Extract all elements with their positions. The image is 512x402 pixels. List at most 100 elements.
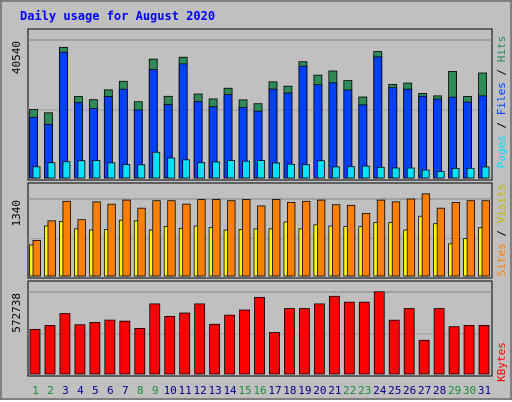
x-tick-label: 17: [268, 384, 281, 397]
bar-pages: [122, 164, 131, 179]
bar-kbytes: [284, 308, 295, 375]
bar-kbytes: [104, 319, 116, 375]
bar-kbytes: [433, 308, 445, 375]
bar-sites: [122, 199, 131, 277]
x-tick-label: 4: [77, 384, 84, 397]
legend-label: Pages: [495, 135, 508, 168]
legend-label: Hits: [495, 36, 508, 63]
bar-sites: [376, 199, 386, 277]
x-tick-label: 27: [418, 384, 431, 397]
bar-files: [403, 88, 413, 179]
bar-files: [328, 82, 338, 179]
bar-files: [298, 65, 308, 179]
bar-files: [478, 95, 487, 179]
x-tick-label: 21: [328, 384, 341, 397]
bar-pages: [32, 166, 41, 179]
legend-label: Sites: [495, 243, 508, 276]
bar-kbytes: [403, 308, 415, 375]
bar-sites: [227, 200, 236, 277]
bar-files: [373, 56, 383, 179]
bar-pages: [376, 166, 385, 179]
bar-sites: [451, 202, 460, 277]
x-tick-label: 26: [403, 384, 416, 397]
bar-pages: [316, 160, 325, 179]
bar-sites: [242, 199, 251, 277]
bar-sites: [287, 202, 296, 277]
x-tick-label: 18: [283, 384, 296, 397]
bar-sites: [182, 203, 191, 277]
bar-sites: [197, 199, 206, 277]
legend-hits-panel: Pages / Files / Hits: [495, 36, 508, 169]
bar-kbytes: [358, 301, 370, 375]
bar-sites: [257, 205, 266, 277]
x-tick-label: 22: [343, 384, 356, 397]
bar-sites: [481, 200, 490, 277]
x-tick-label: 31: [478, 384, 491, 397]
x-tick-label: 2: [47, 384, 54, 397]
bar-kbytes: [418, 339, 430, 375]
bar-pages: [361, 165, 370, 179]
bar-sites: [391, 201, 401, 277]
bar-kbytes: [463, 325, 475, 375]
legend-visits-panel: Sites / Visits: [495, 184, 508, 277]
bar-pages: [167, 157, 176, 179]
legend-separator: /: [495, 223, 508, 243]
bar-pages: [242, 160, 250, 179]
bar-pages: [302, 164, 310, 179]
bar-kbytes: [44, 325, 56, 375]
bar-sites: [331, 204, 341, 277]
bar-pages: [137, 164, 146, 179]
x-tick-label: 13: [208, 384, 221, 397]
legend-separator: /: [495, 115, 508, 135]
bar-kbytes: [299, 308, 310, 375]
bar-pages: [62, 161, 71, 179]
bar-sites: [77, 219, 86, 277]
bar-pages: [346, 166, 355, 179]
bar-sites: [421, 193, 431, 277]
x-tick-label: 19: [298, 384, 311, 397]
bar-kbytes: [328, 295, 340, 375]
x-tick-label: 15: [238, 384, 251, 397]
x-tick-label: 11: [179, 384, 192, 397]
bar-pages: [77, 160, 86, 179]
bar-kbytes: [179, 312, 191, 375]
bar-pages: [197, 162, 206, 179]
bar-pages: [182, 159, 191, 179]
bar-pages: [451, 168, 460, 179]
x-tick-label: 8: [137, 384, 144, 397]
bar-pages: [436, 171, 445, 179]
y-max-label: 40540: [10, 41, 23, 74]
bar-pages: [466, 167, 475, 179]
bar-kbytes: [269, 332, 280, 375]
legend-label: KBytes: [495, 342, 508, 382]
bar-files: [59, 51, 68, 179]
bar-sites: [92, 201, 101, 277]
bar-pages: [227, 160, 235, 179]
chart-title: Daily usage for August 2020: [20, 9, 215, 23]
bar-sites: [137, 207, 146, 277]
x-tick-label: 9: [152, 384, 159, 397]
bar-kbytes: [149, 303, 161, 375]
bar-kbytes: [254, 296, 265, 375]
x-tick-label: 16: [253, 384, 266, 397]
bar-files: [418, 95, 428, 179]
bar-pages: [257, 160, 265, 179]
bar-kbytes: [194, 303, 206, 375]
x-tick-label: 5: [92, 384, 99, 397]
bar-sites: [466, 200, 475, 277]
bar-sites: [212, 199, 221, 277]
legend-separator: /: [495, 62, 508, 82]
bar-files: [388, 87, 398, 179]
bar-kbytes: [164, 315, 176, 375]
bar-sites: [302, 200, 311, 277]
bar-pages: [481, 166, 490, 179]
bar-sites: [167, 200, 176, 277]
bar-sites: [361, 212, 371, 277]
bar-kbytes: [478, 325, 490, 375]
bar-sites: [436, 207, 446, 277]
bar-pages: [272, 162, 280, 179]
y-max-label: 1340: [10, 200, 23, 227]
bar-files: [448, 96, 457, 179]
